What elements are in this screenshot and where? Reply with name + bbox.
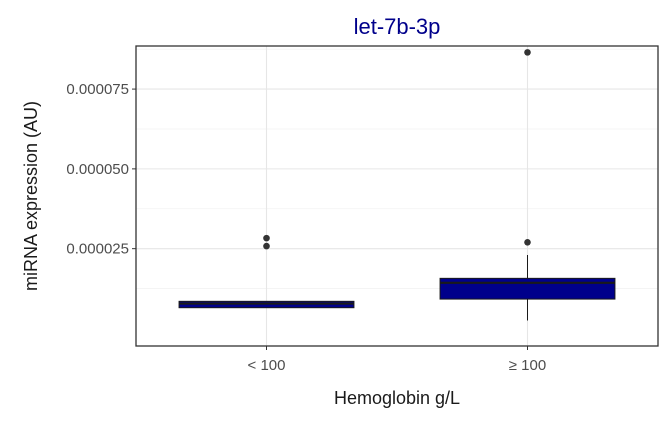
outlier-point [263,242,270,250]
chart-title: let-7b-3p [354,14,441,39]
box-body [439,277,616,300]
outlier-point [263,234,270,242]
grid [136,46,658,346]
y-tick-label: 0.000050 [66,161,129,178]
y-axis: 0.000025 0.000050 0.000075 [66,81,136,258]
outlier-point [524,238,531,246]
y-tick-label: 0.000075 [66,81,129,98]
box-group [178,234,355,309]
x-tick-label: < 100 [248,357,286,374]
boxes [178,49,616,321]
panel-border [135,45,659,347]
x-tick-label: ≥ 100 [509,357,546,374]
outlier-point [524,49,531,56]
x-axis: < 100 ≥ 100 [248,346,546,374]
y-tick-label: 0.000025 [66,241,129,258]
x-axis-title: Hemoglobin g/L [334,388,460,408]
y-axis-title: miRNA expression (AU) [21,101,41,291]
box-group [439,49,616,321]
